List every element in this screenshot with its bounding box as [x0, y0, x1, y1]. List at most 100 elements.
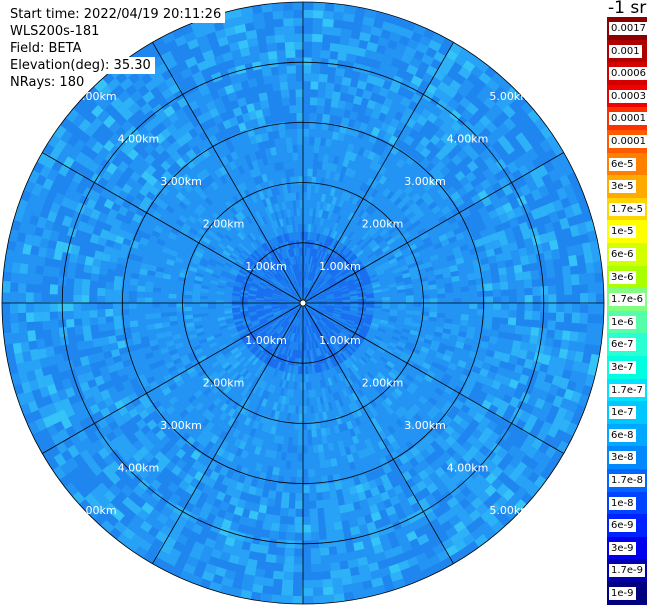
ppi-cell	[224, 442, 234, 453]
ppi-cell	[284, 313, 292, 319]
ppi-cell	[213, 248, 223, 256]
ppi-cell	[311, 341, 315, 350]
ppi-cell	[184, 306, 193, 312]
ppi-cell	[308, 272, 312, 281]
ppi-cell	[385, 385, 395, 395]
ppi-cell	[242, 217, 251, 227]
ppi-cell	[264, 290, 273, 295]
ppi-cell	[208, 308, 217, 313]
ppi-cell	[317, 293, 326, 298]
ppi-cell	[359, 254, 368, 262]
ppi-cell	[276, 235, 282, 245]
ppi-cell	[307, 272, 311, 280]
ppi-cell	[309, 293, 317, 299]
ppi-cell	[284, 129, 293, 138]
ppi-cell	[321, 282, 328, 289]
ppi-cell	[265, 250, 273, 259]
ppi-cell	[341, 217, 348, 227]
ppi-cell	[281, 278, 288, 286]
ppi-cell	[277, 253, 283, 261]
ppi-cell	[322, 252, 328, 261]
ppi-cell	[258, 342, 266, 351]
ppi-cell	[327, 211, 333, 221]
ppi-cell	[179, 227, 190, 236]
ppi-cell	[325, 310, 334, 314]
ppi-cell	[255, 339, 264, 347]
ppi-cell	[379, 319, 389, 325]
ppi-cell	[260, 363, 268, 372]
ppi-cell	[188, 407, 199, 417]
ppi-cell	[42, 319, 51, 331]
ppi-cell	[194, 219, 204, 229]
ppi-cell	[363, 320, 372, 326]
ppi-cell	[323, 287, 331, 292]
ppi-cell	[227, 179, 237, 189]
ppi-cell	[318, 300, 327, 302]
ppi-cell	[335, 346, 342, 355]
ppi-cell	[288, 160, 295, 170]
ppi-cell	[255, 218, 263, 228]
ppi-cell	[403, 207, 413, 217]
ppi-cell	[362, 174, 371, 185]
ppi-cell	[389, 193, 399, 204]
ppi-cell	[304, 318, 306, 327]
ppi-cell	[250, 265, 259, 272]
ppi-cell	[279, 305, 288, 308]
ppi-cell	[334, 326, 342, 333]
ppi-cell	[405, 303, 414, 308]
ppi-cell	[323, 335, 330, 344]
ppi-cell	[421, 391, 432, 401]
ppi-cell	[375, 361, 385, 370]
ppi-cell	[271, 322, 279, 329]
ppi-cell	[341, 309, 350, 314]
ppi-cell	[440, 359, 450, 368]
ppi-cell	[339, 342, 347, 351]
ppi-cell	[353, 361, 362, 370]
ppi-cell	[322, 395, 328, 404]
ppi-cell	[458, 325, 468, 333]
ppi-cell	[369, 197, 378, 208]
ppi-cell	[220, 327, 229, 333]
ppi-cell	[144, 291, 153, 298]
ppi-cell	[312, 349, 317, 358]
ppi-cell	[282, 259, 287, 268]
ppi-cell	[259, 319, 268, 324]
ppi-cell	[399, 181, 410, 192]
ppi-cell	[235, 322, 244, 328]
ppi-cell	[266, 271, 274, 278]
ppi-cell	[319, 329, 326, 337]
ppi-cell	[185, 192, 196, 203]
ppi-cell	[469, 296, 478, 304]
ppi-cell	[154, 390, 166, 401]
ppi-cell	[467, 320, 477, 328]
ppi-cell	[364, 285, 373, 291]
ppi-cell	[205, 164, 215, 175]
ppi-cell	[365, 410, 375, 420]
ppi-cell	[278, 362, 284, 371]
ppi-cell	[392, 351, 401, 359]
ppi-cell	[571, 312, 581, 324]
ppi-cell	[350, 244, 359, 252]
ppi-cell	[282, 571, 294, 581]
ppi-cell	[308, 292, 315, 298]
ppi-cell	[500, 309, 509, 319]
ppi-cell	[342, 174, 350, 185]
ppi-cell	[263, 297, 272, 300]
ppi-cell	[280, 295, 288, 299]
ppi-cell	[136, 290, 145, 298]
ppi-cell	[357, 346, 366, 355]
ppi-cell	[319, 355, 325, 364]
ppi-cell	[369, 170, 379, 180]
ppi-cell	[389, 261, 399, 268]
ppi-cell	[322, 316, 330, 322]
ppi-cell	[310, 73, 320, 82]
ppi-cell	[196, 392, 207, 402]
ppi-cell	[297, 342, 301, 351]
ppi-cell	[320, 328, 327, 336]
ppi-cell	[400, 247, 410, 255]
ppi-cell	[264, 309, 273, 313]
ppi-cell	[297, 334, 300, 343]
ppi-cell	[341, 329, 349, 336]
ppi-cell	[441, 266, 451, 274]
ppi-cell	[41, 302, 50, 313]
